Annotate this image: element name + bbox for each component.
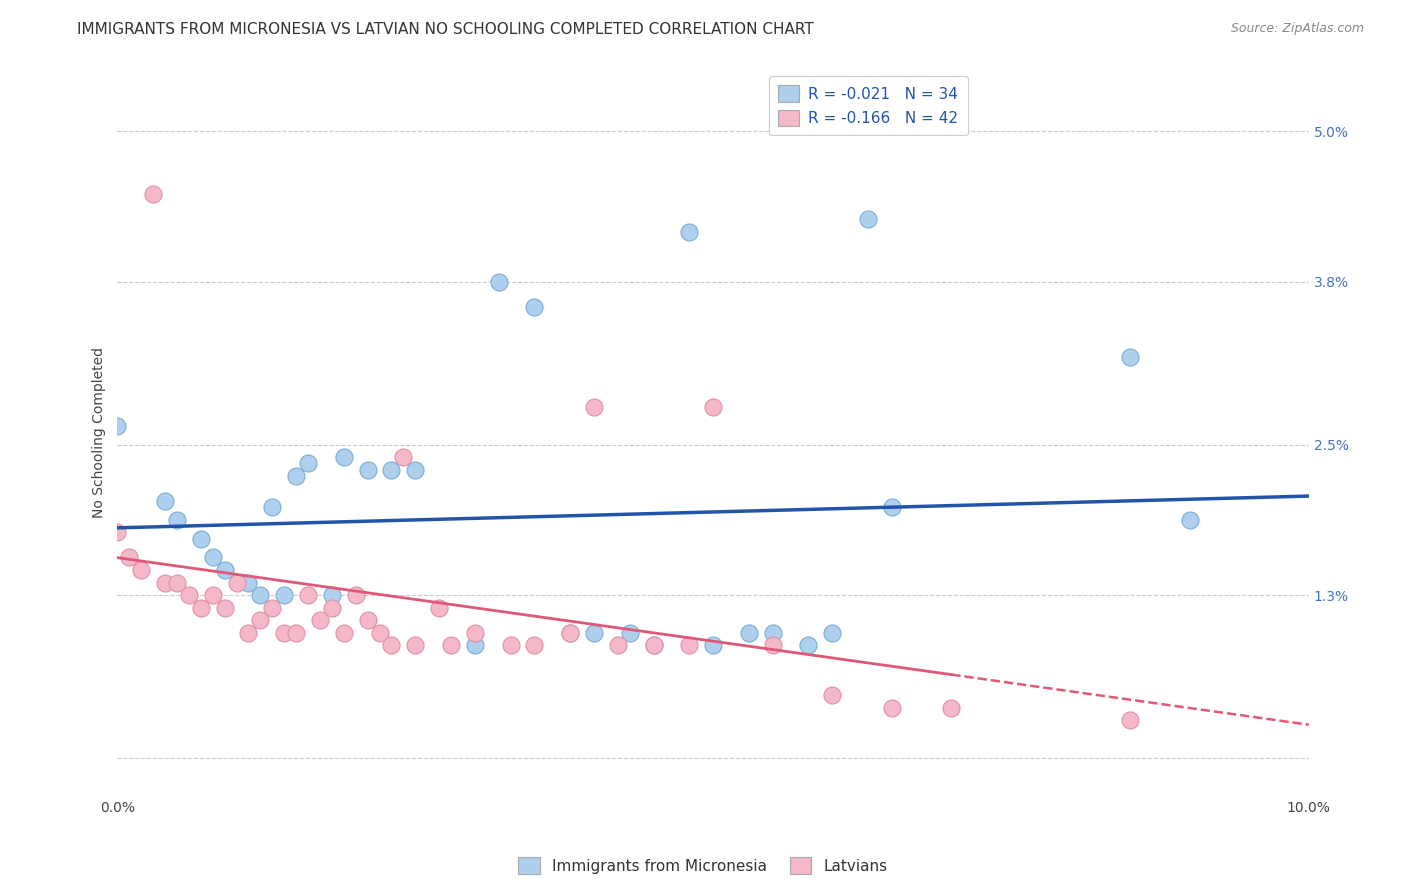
- Point: [427, 600, 450, 615]
- Point: [560, 625, 582, 640]
- Point: [941, 701, 963, 715]
- Point: [523, 638, 546, 652]
- Point: [273, 588, 295, 602]
- Point: [464, 625, 486, 640]
- Point: [702, 400, 724, 414]
- Point: [285, 469, 308, 483]
- Point: [368, 625, 391, 640]
- Point: [273, 625, 295, 640]
- Point: [107, 525, 129, 540]
- Point: [606, 638, 628, 652]
- Point: [488, 275, 510, 289]
- Point: [797, 638, 820, 652]
- Text: Source: ZipAtlas.com: Source: ZipAtlas.com: [1230, 22, 1364, 36]
- Point: [297, 588, 319, 602]
- Point: [856, 211, 879, 226]
- Point: [678, 225, 700, 239]
- Point: [225, 575, 247, 590]
- Point: [262, 600, 284, 615]
- Point: [499, 638, 522, 652]
- Point: [177, 588, 200, 602]
- Point: [762, 638, 785, 652]
- Point: [523, 300, 546, 314]
- Point: [821, 625, 844, 640]
- Point: [1119, 350, 1142, 364]
- Legend: Immigrants from Micronesia, Latvians: Immigrants from Micronesia, Latvians: [512, 851, 894, 880]
- Point: [678, 638, 700, 652]
- Legend: R = -0.021   N = 34, R = -0.166   N = 42: R = -0.021 N = 34, R = -0.166 N = 42: [769, 76, 967, 136]
- Point: [142, 186, 165, 201]
- Point: [297, 457, 319, 471]
- Point: [344, 588, 367, 602]
- Point: [153, 575, 176, 590]
- Point: [129, 563, 152, 577]
- Point: [333, 625, 356, 640]
- Point: [153, 494, 176, 508]
- Point: [1178, 513, 1201, 527]
- Point: [762, 625, 785, 640]
- Point: [238, 625, 260, 640]
- Point: [380, 638, 402, 652]
- Point: [356, 463, 378, 477]
- Point: [880, 500, 903, 515]
- Point: [190, 600, 212, 615]
- Text: IMMIGRANTS FROM MICRONESIA VS LATVIAN NO SCHOOLING COMPLETED CORRELATION CHART: IMMIGRANTS FROM MICRONESIA VS LATVIAN NO…: [77, 22, 814, 37]
- Point: [201, 588, 224, 602]
- Point: [582, 625, 605, 640]
- Point: [821, 689, 844, 703]
- Point: [643, 638, 665, 652]
- Point: [309, 613, 332, 627]
- Point: [166, 575, 188, 590]
- Point: [582, 400, 605, 414]
- Y-axis label: No Schooling Completed: No Schooling Completed: [93, 347, 107, 517]
- Point: [404, 463, 426, 477]
- Point: [285, 625, 308, 640]
- Point: [262, 500, 284, 515]
- Point: [356, 613, 378, 627]
- Point: [1119, 714, 1142, 728]
- Point: [321, 588, 343, 602]
- Point: [738, 625, 761, 640]
- Point: [190, 532, 212, 546]
- Point: [238, 575, 260, 590]
- Point: [249, 588, 271, 602]
- Point: [440, 638, 463, 652]
- Point: [333, 450, 356, 465]
- Point: [880, 701, 903, 715]
- Point: [201, 550, 224, 565]
- Point: [214, 563, 236, 577]
- Point: [619, 625, 641, 640]
- Point: [380, 463, 402, 477]
- Point: [392, 450, 415, 465]
- Point: [107, 418, 129, 433]
- Point: [702, 638, 724, 652]
- Point: [560, 625, 582, 640]
- Point: [464, 638, 486, 652]
- Point: [643, 638, 665, 652]
- Point: [214, 600, 236, 615]
- Point: [166, 513, 188, 527]
- Point: [321, 600, 343, 615]
- Point: [249, 613, 271, 627]
- Point: [404, 638, 426, 652]
- Point: [118, 550, 141, 565]
